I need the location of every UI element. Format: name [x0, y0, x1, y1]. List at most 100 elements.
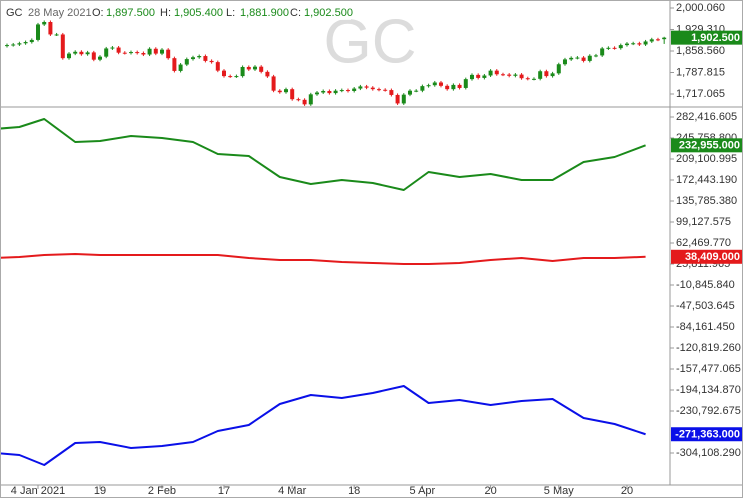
candle-body	[618, 45, 623, 49]
header: GC 28 May 2021 O: 1,897.500 H: 1,905.400 L: 1,8…	[1, 4, 353, 20]
candle-body	[178, 64, 183, 71]
x-tick-label: 20	[484, 485, 496, 497]
header-text: 1,902.500	[304, 7, 353, 19]
candle-body	[383, 89, 388, 91]
header-text: O:	[92, 7, 104, 19]
candle-body	[438, 82, 443, 86]
candle-body	[364, 86, 369, 88]
candle-body	[482, 75, 487, 78]
y-tick-label: -10,845.840	[676, 279, 735, 291]
candle-body	[649, 39, 654, 42]
candle-body	[128, 52, 133, 54]
candle-body	[420, 86, 425, 91]
header-text: 28 May 2021	[28, 7, 92, 19]
candle-body	[488, 70, 493, 76]
candle-body	[426, 85, 431, 87]
candle-body	[48, 22, 53, 35]
candle-body	[631, 43, 636, 45]
series-line	[0, 118, 646, 191]
candle-body	[358, 86, 363, 89]
candle-body	[122, 52, 127, 54]
x-tick-label: 17	[218, 485, 230, 497]
candle-body	[5, 45, 10, 47]
candle-body	[116, 47, 121, 53]
candle-body	[519, 74, 524, 79]
candle-body	[562, 59, 567, 65]
y-tick-label: 135,785.380	[676, 195, 737, 207]
candle-body	[209, 60, 214, 63]
candle-body	[339, 90, 344, 92]
candle-body	[246, 66, 251, 70]
axes: 2,000.0601,929.3101,858.5601,787.8151,71…	[11, 2, 742, 497]
candle-body	[624, 43, 629, 46]
candle-body	[314, 92, 319, 95]
candle-body	[550, 73, 555, 77]
candle-body	[153, 48, 158, 54]
candle-body	[476, 74, 481, 78]
series-line	[0, 252, 646, 265]
candle-body	[184, 59, 189, 65]
candle-body	[240, 66, 245, 77]
x-tick-label: 4 Mar	[278, 485, 306, 497]
candle-body	[104, 48, 109, 57]
y-tick-label: 2,000.060	[676, 2, 725, 14]
header-text: 1,897.500	[106, 7, 155, 19]
candle-body	[321, 90, 326, 93]
candle-body	[172, 58, 177, 71]
candle-body	[79, 51, 84, 55]
candle-body	[662, 37, 667, 40]
candle-body	[407, 90, 412, 95]
candle-body	[451, 84, 456, 90]
candle-body	[203, 56, 208, 61]
candle-body	[259, 66, 264, 72]
candle-body	[569, 57, 574, 60]
y-tick-label: 172,443.190	[676, 174, 737, 186]
candle-body	[544, 71, 549, 77]
price-pane	[5, 20, 667, 106]
y-tick-label: 1,858.560	[676, 45, 725, 57]
candle-body	[333, 90, 338, 94]
header-text: L:	[226, 7, 235, 19]
candle-body	[463, 79, 468, 88]
y-tick-label: 1,717.065	[676, 88, 725, 100]
x-tick-label: 19	[94, 485, 106, 497]
candle-body	[265, 71, 270, 77]
y-tick-label: 99,127.575	[676, 216, 731, 228]
candle-body	[166, 49, 171, 59]
candle-body	[67, 53, 72, 59]
candle-body	[414, 90, 419, 92]
candle-body	[29, 39, 34, 43]
y-tick-label: 62,469.770	[676, 237, 731, 249]
candle-body	[401, 94, 406, 104]
x-tick-label: 20	[621, 485, 633, 497]
header-background	[1, 4, 351, 20]
candle-body	[296, 99, 301, 101]
y-tick-label: -194,134.870	[676, 384, 741, 396]
candle-body	[252, 66, 257, 70]
candle-body	[60, 34, 65, 59]
last-value-badge	[671, 138, 742, 153]
candle-body	[500, 74, 505, 76]
candle-body	[556, 64, 561, 74]
indicator-pane	[0, 118, 646, 466]
candle-body	[290, 89, 295, 100]
candle-body	[85, 52, 90, 55]
candle-body	[593, 55, 598, 57]
candle-body	[17, 43, 22, 45]
candle-body	[159, 49, 164, 54]
candle-body	[445, 85, 450, 90]
y-tick-label: 1,787.815	[676, 66, 725, 78]
header-text: 1,905.400	[174, 7, 223, 19]
candle-body	[507, 74, 512, 76]
last-value-label: 1,902.500	[691, 32, 740, 44]
candle-body	[73, 51, 78, 54]
candle-body	[612, 47, 617, 49]
candle-body	[370, 87, 375, 90]
candle-body	[395, 94, 400, 104]
candle-body	[302, 99, 307, 105]
y-tick-label: 209,100.995	[676, 153, 737, 165]
last-value-badge	[671, 249, 742, 264]
candle-body	[587, 55, 592, 61]
